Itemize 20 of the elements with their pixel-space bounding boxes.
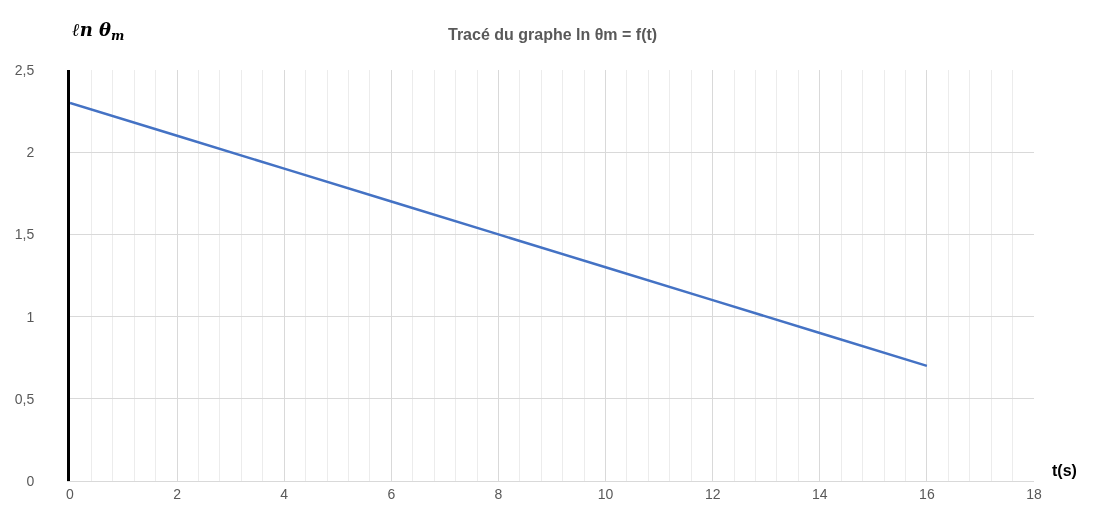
- y-tick-label: 1,5: [14, 226, 35, 243]
- x-tick-label: 4: [280, 485, 289, 502]
- y-tick-label: 0: [26, 472, 35, 489]
- x-tick-label: 10: [597, 485, 614, 502]
- x-tick-label: 0: [66, 485, 75, 502]
- chart-title: Tracé du graphe ln θm = f(t): [448, 26, 658, 43]
- line-series: [70, 101, 929, 368]
- y-tick-label: 1: [26, 308, 35, 325]
- x-tick-label: 8: [494, 485, 503, 502]
- x-tick-label: 18: [1026, 485, 1042, 502]
- y-tick-label: 2,5: [14, 61, 35, 78]
- y-axis-title: ℓn θ$_{m}$: [72, 19, 125, 43]
- y-tick-label: 0,5: [14, 390, 35, 407]
- x-tick-label: 2: [173, 485, 182, 502]
- x-tick-label: 12: [704, 485, 721, 502]
- x-tick-label: 6: [387, 485, 396, 502]
- y-tick-label: 2: [26, 144, 35, 161]
- x-tick-label: 14: [811, 485, 828, 502]
- x-axis-title: t(s): [1052, 462, 1077, 479]
- x-tick-label: 16: [919, 485, 935, 502]
